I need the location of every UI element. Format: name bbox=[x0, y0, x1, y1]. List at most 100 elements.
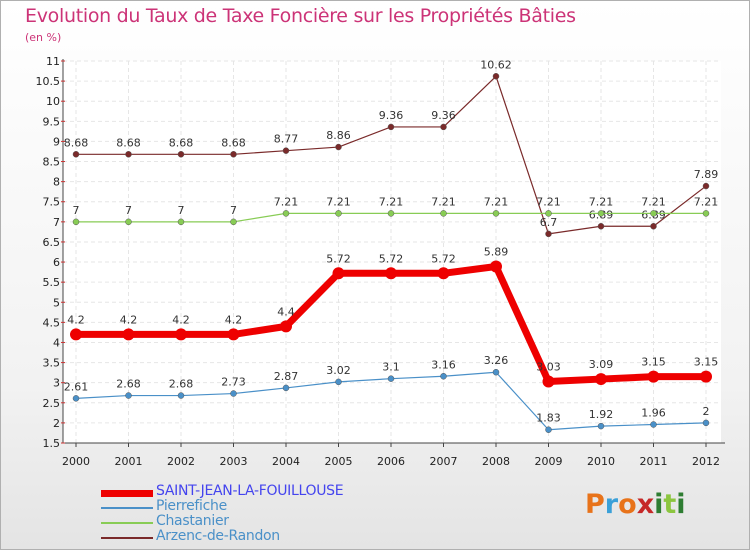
y-tick-label: 7.5 bbox=[43, 196, 61, 209]
logo-letter: P bbox=[585, 489, 605, 520]
data-point bbox=[125, 218, 132, 226]
data-point bbox=[122, 328, 135, 341]
data-point bbox=[702, 419, 710, 427]
logo-letter: x bbox=[636, 489, 655, 520]
data-label: 5.72 bbox=[326, 252, 351, 265]
y-tick-label: 8.5 bbox=[43, 156, 61, 169]
legend-swatch bbox=[101, 507, 153, 509]
legend-swatch bbox=[101, 537, 153, 539]
y-tick-label: 5.5 bbox=[43, 276, 61, 289]
data-point bbox=[177, 218, 185, 226]
data-point bbox=[597, 422, 605, 430]
data-point bbox=[282, 384, 290, 392]
y-tick-label: 2.5 bbox=[43, 397, 61, 410]
data-label: 3.03 bbox=[536, 360, 561, 373]
data-point bbox=[177, 392, 185, 399]
data-point bbox=[440, 373, 447, 380]
data-point bbox=[230, 390, 237, 397]
data-label: 1.96 bbox=[641, 407, 666, 420]
y-tick-label: 6.5 bbox=[43, 236, 61, 249]
data-point bbox=[335, 143, 342, 151]
data-label: 8.68 bbox=[116, 136, 141, 149]
data-point bbox=[437, 267, 450, 280]
data-point bbox=[125, 392, 132, 399]
data-label: 4.2 bbox=[172, 313, 190, 326]
chart-svg: 1.5 2 2.5 3 3.5 4 4.5 5 5.5 6 6.5 7 7.5 8 8.5 9 9.5 10 10.… bbox=[36, 55, 725, 468]
data-point bbox=[545, 426, 552, 433]
data-label: 5.72 bbox=[431, 252, 456, 265]
data-label: 4.2 bbox=[67, 313, 85, 326]
data-point bbox=[650, 421, 657, 428]
logo-letter: i bbox=[654, 489, 664, 520]
data-label: 7.21 bbox=[274, 195, 299, 208]
data-point bbox=[542, 375, 555, 388]
legend-swatch bbox=[101, 522, 153, 524]
x-tick-label: 2002 bbox=[167, 455, 195, 468]
data-point bbox=[335, 378, 342, 386]
data-label: 2 bbox=[703, 405, 710, 418]
data-label: 8.77 bbox=[274, 133, 299, 146]
data-point bbox=[280, 320, 292, 333]
data-label: 7.21 bbox=[484, 195, 509, 208]
data-point bbox=[282, 147, 290, 154]
y-tick-label: 10.5 bbox=[36, 75, 61, 88]
x-tick-label: 2010 bbox=[587, 455, 615, 468]
y-tick-label: 4 bbox=[53, 336, 60, 349]
data-point bbox=[702, 182, 710, 190]
y-tick-label: 6 bbox=[53, 256, 60, 269]
data-point bbox=[492, 210, 500, 217]
y-tick-label: 3 bbox=[53, 377, 60, 390]
y-tick-label: 2 bbox=[53, 417, 60, 430]
chart-title: Evolution du Taux de Taxe Foncière sur l… bbox=[25, 5, 576, 27]
data-label: 2.73 bbox=[221, 376, 246, 389]
chart-unit: (en %) bbox=[25, 31, 62, 44]
y-tick-label: 7 bbox=[53, 216, 60, 229]
legend-label: SAINT-JEAN-LA-FOUILLOUSE bbox=[156, 483, 344, 499]
data-label: 6.7 bbox=[540, 216, 558, 229]
data-label: 7.21 bbox=[694, 195, 719, 208]
data-label: 7 bbox=[178, 204, 185, 217]
data-point bbox=[385, 267, 397, 280]
legend-label: Arzenc-de-Randon bbox=[156, 528, 280, 544]
y-tick-label: 10 bbox=[46, 95, 60, 108]
data-point bbox=[545, 230, 552, 238]
logo-letter: i bbox=[676, 489, 686, 520]
legend-label: Pierrefiche bbox=[156, 498, 227, 514]
data-point bbox=[230, 218, 237, 226]
x-tick-label: 2009 bbox=[535, 455, 563, 468]
data-point bbox=[440, 210, 447, 217]
data-point bbox=[595, 373, 607, 386]
data-label: 3.15 bbox=[694, 356, 719, 369]
data-label: 1.92 bbox=[589, 408, 614, 421]
data-label: 2.87 bbox=[274, 370, 299, 383]
data-point bbox=[545, 210, 552, 217]
x-tick-label: 2012 bbox=[692, 455, 720, 468]
data-point bbox=[702, 210, 710, 217]
data-point bbox=[650, 210, 657, 217]
x-tick-label: 2001 bbox=[115, 455, 143, 468]
data-point bbox=[335, 210, 342, 217]
data-point bbox=[230, 151, 237, 158]
data-point bbox=[387, 375, 395, 382]
data-label: 3.02 bbox=[326, 364, 351, 377]
data-point bbox=[332, 267, 345, 280]
x-tick-label: 2011 bbox=[640, 455, 668, 468]
data-point bbox=[72, 151, 80, 158]
data-point bbox=[647, 370, 660, 383]
data-label: 3.1 bbox=[382, 361, 400, 374]
data-label: 3.26 bbox=[484, 354, 509, 367]
data-point bbox=[650, 223, 657, 230]
logo-letter: t bbox=[663, 489, 677, 520]
data-point bbox=[597, 210, 605, 217]
logo-letter: r bbox=[604, 489, 619, 520]
data-label: 9.36 bbox=[431, 109, 456, 122]
y-tick-label: 11 bbox=[46, 55, 60, 68]
data-point bbox=[700, 370, 712, 383]
data-label: 2.61 bbox=[64, 380, 89, 393]
data-label: 3.09 bbox=[589, 358, 614, 371]
data-label: 3.16 bbox=[431, 358, 456, 371]
data-label: 2.68 bbox=[169, 378, 194, 391]
logo-letter: o bbox=[618, 489, 637, 520]
data-point bbox=[492, 368, 500, 376]
proxiti-logo: Proxiti bbox=[585, 489, 686, 520]
